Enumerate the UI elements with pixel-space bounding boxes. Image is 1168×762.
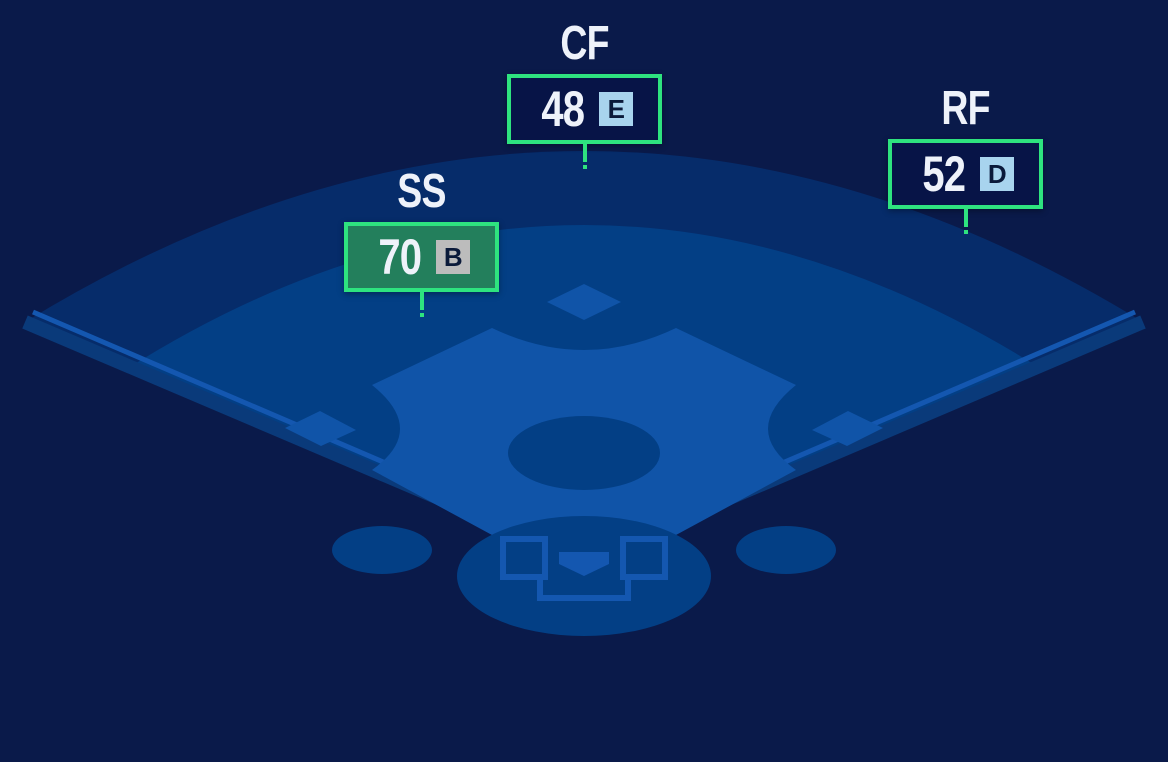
- marker-dot: [419, 313, 424, 317]
- position-label: SS: [397, 165, 446, 218]
- home-plate: [559, 552, 609, 576]
- second-base: [547, 284, 621, 320]
- pitchers-mound: [508, 416, 660, 490]
- grade-badge: B: [436, 240, 471, 274]
- third-base: [285, 411, 356, 446]
- position-cf[interactable]: CF 48 E: [507, 18, 662, 169]
- batters-boxes: [500, 536, 668, 601]
- position-rf[interactable]: RF 52 D: [888, 83, 1043, 234]
- rating-box: 70 B: [344, 222, 499, 292]
- on-deck-circle-left: [332, 526, 432, 574]
- rating-box: 52 D: [888, 139, 1043, 209]
- grade-badge: D: [980, 157, 1015, 191]
- rating-box: 48 E: [507, 74, 662, 144]
- rating-value: 70: [378, 229, 422, 285]
- marker-stem: [963, 209, 968, 227]
- marker-stem: [419, 292, 424, 310]
- marker-dot: [582, 165, 587, 169]
- rating-value: 52: [922, 146, 966, 202]
- grade-badge: E: [599, 92, 634, 126]
- on-deck-circle-right: [736, 526, 836, 574]
- position-ss[interactable]: SS 70 B: [344, 166, 499, 317]
- position-label: CF: [560, 17, 609, 70]
- marker-stem: [582, 144, 587, 162]
- rating-value: 48: [541, 81, 585, 137]
- position-label: RF: [941, 82, 990, 135]
- marker-dot: [963, 230, 968, 234]
- first-base: [812, 411, 883, 446]
